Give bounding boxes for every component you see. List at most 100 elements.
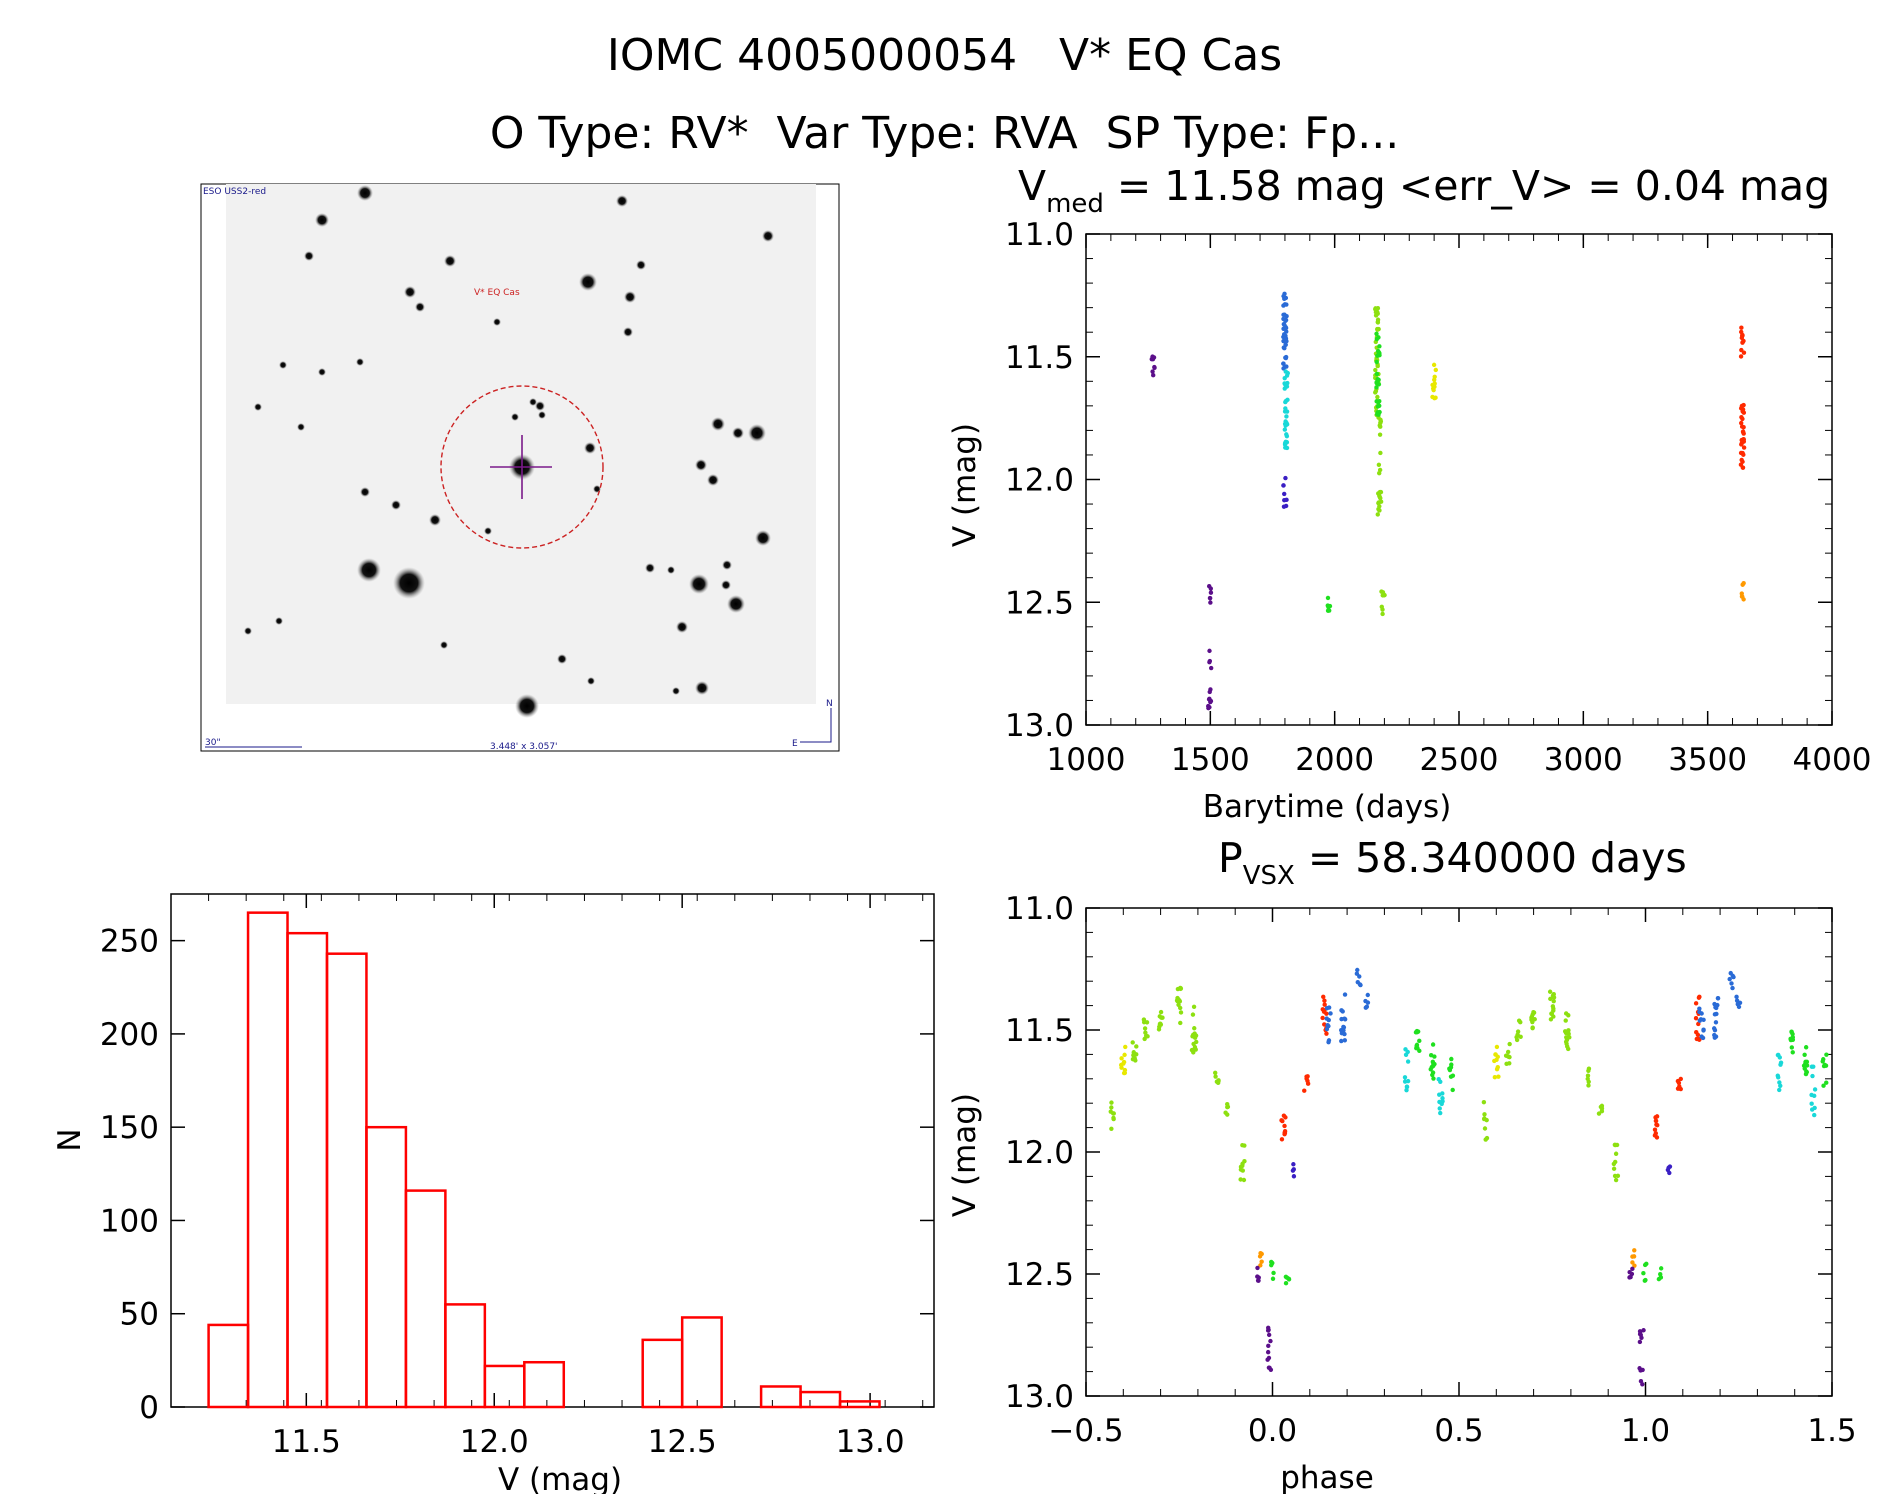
data-point (1192, 1031, 1197, 1036)
data-point (1585, 1076, 1590, 1082)
data-point (1802, 1052, 1807, 1057)
star (636, 260, 646, 270)
data-point (1431, 362, 1437, 368)
data-point (1712, 1012, 1718, 1017)
data-point (1216, 1078, 1221, 1084)
data-point (1281, 332, 1287, 337)
data-point (1430, 1042, 1436, 1047)
data-point (1267, 1365, 1272, 1370)
lightcurve-ytick-label: 11.5 (1005, 340, 1074, 376)
data-point (1358, 982, 1363, 988)
data-point (1355, 967, 1360, 973)
data-point (1405, 1049, 1410, 1055)
lightcurve-plot-frame (1085, 233, 1833, 726)
compass-east-label: E (792, 739, 798, 749)
data-point (1803, 1061, 1809, 1067)
data-point (1677, 1084, 1682, 1089)
data-point (1741, 439, 1747, 444)
data-point (1548, 1017, 1554, 1022)
histogram-bar (483, 1364, 526, 1409)
data-point (1432, 374, 1437, 379)
lightcurve-ytick-label: 11.0 (1005, 217, 1074, 253)
data-point (1122, 1067, 1128, 1073)
data-point (1206, 697, 1212, 702)
data-point (1374, 331, 1379, 336)
data-point (1699, 1011, 1704, 1016)
data-point (1365, 992, 1370, 998)
data-point (1290, 1168, 1296, 1173)
histogram-xtick-label: 12.0 (460, 1424, 529, 1460)
data-point (1375, 363, 1380, 369)
data-point (1741, 580, 1746, 586)
data-point (1789, 1045, 1795, 1050)
data-point (1156, 1027, 1162, 1032)
data-point (1515, 1029, 1521, 1034)
data-point (1778, 1083, 1783, 1088)
data-point (1269, 1262, 1274, 1268)
data-point (1238, 1177, 1243, 1182)
data-point (1667, 1164, 1673, 1169)
data-point (1270, 1276, 1276, 1281)
data-point (1697, 1006, 1702, 1011)
data-point (1213, 1074, 1218, 1079)
data-point (1739, 403, 1745, 409)
data-point (1282, 345, 1287, 351)
data-point (1324, 1016, 1329, 1021)
data-point (1207, 595, 1213, 601)
data-point (1430, 1059, 1436, 1065)
data-point (1123, 1044, 1128, 1050)
data-point (1715, 995, 1721, 1001)
data-point (1514, 1034, 1519, 1040)
histogram-bar (365, 1125, 408, 1409)
data-point (1738, 354, 1744, 359)
data-point (1375, 512, 1380, 517)
data-point (1586, 1083, 1591, 1088)
histogram-ytick-label: 250 (100, 924, 159, 960)
data-point (1327, 603, 1333, 609)
data-point (1812, 1093, 1817, 1099)
data-point (1158, 1009, 1164, 1015)
data-point (1122, 1052, 1127, 1058)
data-point (1566, 1031, 1571, 1037)
data-point (1701, 1027, 1706, 1032)
data-point (1282, 375, 1287, 381)
data-point (1271, 1270, 1276, 1276)
data-point (1566, 1046, 1571, 1052)
data-point (1507, 1061, 1512, 1066)
data-point (1402, 1075, 1408, 1080)
data-point (1643, 1277, 1648, 1283)
lightcurve-xtick-label: 3000 (1544, 742, 1623, 778)
histogram-bar (207, 1323, 250, 1409)
star (356, 358, 364, 366)
data-point (1638, 1378, 1644, 1384)
data-point (1379, 604, 1384, 610)
data-point (1339, 1008, 1344, 1013)
lightcurve-xtick-label: 4000 (1793, 742, 1872, 778)
phased-title-main: P (1218, 834, 1243, 882)
data-point (1507, 1041, 1512, 1047)
star (584, 442, 596, 454)
data-point (1778, 1062, 1783, 1067)
data-point (1630, 1260, 1635, 1265)
data-point (1342, 1016, 1347, 1021)
data-point (1326, 1005, 1332, 1010)
star (493, 318, 501, 326)
data-point (1417, 1038, 1422, 1044)
data-point (1339, 1038, 1344, 1044)
lightcurve-xtick-label: 1500 (1171, 742, 1250, 778)
data-point (1265, 1357, 1270, 1362)
data-point (1291, 1162, 1296, 1167)
data-point (1375, 317, 1381, 322)
star (707, 474, 719, 486)
data-point (1282, 1123, 1287, 1129)
data-point (1325, 595, 1331, 601)
data-point (1440, 1091, 1445, 1096)
data-point (1713, 1020, 1719, 1025)
data-point (1240, 1161, 1245, 1166)
phased-xtick-label: 0.0 (1248, 1413, 1297, 1449)
data-point (1694, 1029, 1699, 1035)
data-point (1777, 1080, 1782, 1085)
data-point (1376, 335, 1381, 340)
data-point (1551, 995, 1557, 1000)
data-point (1284, 445, 1290, 451)
